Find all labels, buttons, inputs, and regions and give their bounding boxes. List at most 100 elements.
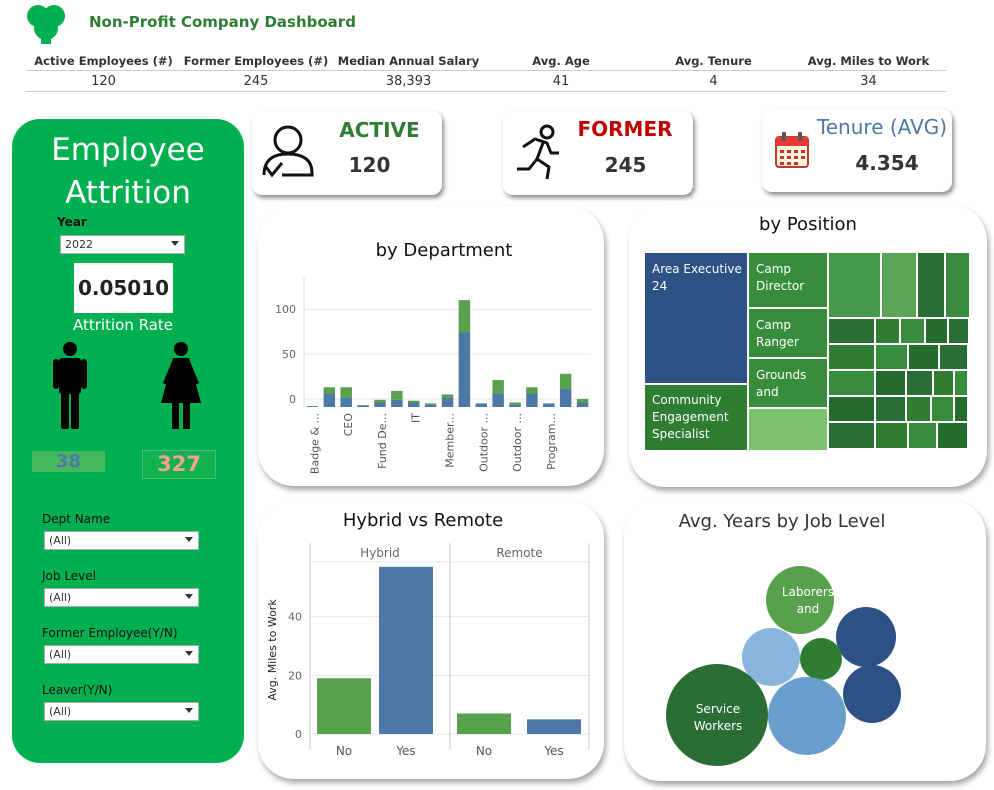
treemap-tile[interactable] xyxy=(829,345,874,369)
bar xyxy=(379,566,433,734)
bar xyxy=(407,402,420,407)
hybrid-remote-chart: 0 20 40 Hybrid Remote No Yes No Yes Avg. Miles to… xyxy=(266,543,590,758)
person-check-icon xyxy=(260,123,316,185)
treemap-tile[interactable] xyxy=(907,397,930,421)
male-count: 38 xyxy=(32,451,105,472)
bar xyxy=(492,393,504,407)
treemap-label-grounds: Grounds and xyxy=(756,368,807,399)
former-card: FORMER 245 xyxy=(503,111,693,195)
treemap-tile[interactable] xyxy=(909,423,936,448)
treemap-tile[interactable] xyxy=(946,253,969,317)
position-title: by Position xyxy=(759,214,857,235)
bar xyxy=(441,394,454,399)
bar xyxy=(526,393,538,407)
treemap-tile[interactable] xyxy=(955,397,967,421)
treemap-tile[interactable] xyxy=(829,319,874,343)
bar xyxy=(543,403,555,407)
kpi-value: 41 xyxy=(552,74,570,89)
kpi-header: Active Employees (#) xyxy=(34,54,173,68)
bar xyxy=(407,400,420,403)
female-count: 327 xyxy=(142,450,216,479)
y-tick-label: 0 xyxy=(289,393,296,406)
treemap-tile[interactable] xyxy=(955,371,967,395)
bar xyxy=(317,678,371,734)
filter-label: Job Level xyxy=(42,569,96,583)
treemap-tile[interactable] xyxy=(940,345,967,369)
bubble xyxy=(768,677,846,755)
y-tick-label: 100 xyxy=(275,303,296,316)
bubble xyxy=(800,638,842,680)
treemap-label-camp-director: Camp Director xyxy=(756,262,805,293)
active-value: 120 xyxy=(348,153,391,177)
treemap-tile[interactable] xyxy=(882,253,916,317)
bar xyxy=(492,380,504,394)
bar xyxy=(458,300,471,333)
treemap-tile[interactable] xyxy=(876,345,907,369)
treemap-tile[interactable] xyxy=(829,253,880,317)
treemap-tile[interactable] xyxy=(909,345,938,369)
bubble xyxy=(666,664,768,766)
treemap-tile[interactable] xyxy=(876,371,905,395)
filter-label: Former Employee(Y/N) xyxy=(42,626,178,640)
kpi-header: Avg. Age xyxy=(532,54,590,68)
bubble-label: Service xyxy=(696,702,740,716)
treemap-tile[interactable] xyxy=(926,319,947,343)
treemap-tile-camp-ranger[interactable] xyxy=(749,309,827,357)
bar xyxy=(576,398,589,403)
bar xyxy=(576,402,589,407)
year-select[interactable]: 2022 xyxy=(60,235,185,254)
former-employee-select[interactable]: (All) xyxy=(44,645,199,664)
chevron-down-icon xyxy=(185,537,193,542)
panel-header: Hybrid xyxy=(360,546,400,560)
y-axis-label: Avg. Miles to Work xyxy=(266,599,279,701)
treemap-tile-camp-director[interactable] xyxy=(749,253,827,307)
treemap-tile[interactable] xyxy=(749,409,827,450)
treemap-tile[interactable] xyxy=(934,371,953,395)
bar xyxy=(475,403,488,407)
x-tick-label: IT xyxy=(410,413,423,423)
bar xyxy=(391,390,403,400)
y-tick-label: 50 xyxy=(282,348,296,361)
kpi-header: Avg. Miles to Work xyxy=(807,54,930,68)
x-tick-label: Outdoor ... xyxy=(511,413,524,472)
treemap-tile[interactable] xyxy=(829,423,874,448)
leaver-select[interactable]: (All) xyxy=(44,702,199,721)
kpi-table: Active Employees (#) 120 Former Employee… xyxy=(26,50,946,92)
bar xyxy=(340,387,352,399)
bar xyxy=(457,713,511,734)
kpi-value: 34 xyxy=(860,74,877,89)
page-title: Non-Profit Company Dashboard xyxy=(89,13,356,31)
treemap-tile[interactable] xyxy=(932,397,953,421)
bar xyxy=(559,373,572,390)
bar xyxy=(391,399,403,407)
treemap-tile[interactable] xyxy=(876,423,907,448)
bubble xyxy=(766,566,834,634)
treemap-tile-grounds[interactable] xyxy=(749,359,827,407)
x-tick-label: Badge & ... xyxy=(308,413,321,474)
filter-label: Dept Name xyxy=(42,512,111,526)
treemap-tile-community-engagement[interactable] xyxy=(645,385,747,450)
treemap-tile[interactable] xyxy=(829,371,874,395)
treemap-tile[interactable] xyxy=(938,423,967,448)
bar xyxy=(526,387,538,394)
treemap-tile-area-executive[interactable] xyxy=(645,253,747,383)
treemap-tile[interactable] xyxy=(901,319,924,343)
bubble xyxy=(836,607,896,667)
job-level-bubble-chart: Laborers and Service Workers xyxy=(666,566,901,766)
job-level-title: Avg. Years by Job Level xyxy=(678,511,886,532)
dept-name-select[interactable]: (All) xyxy=(44,531,199,550)
x-tick-label: Program... xyxy=(545,413,558,470)
treemap-tile[interactable] xyxy=(918,253,944,317)
logo xyxy=(24,2,68,46)
running-person-icon xyxy=(511,123,567,185)
treemap-tile[interactable] xyxy=(949,319,968,343)
bar xyxy=(374,399,386,403)
treemap-tile[interactable] xyxy=(876,397,905,421)
chevron-down-icon xyxy=(185,708,193,713)
bubble-label: Workers xyxy=(694,719,743,733)
treemap-tile[interactable] xyxy=(907,371,932,395)
attrition-rate-value: 0.05010 xyxy=(77,276,170,300)
job-level-select[interactable]: (All) xyxy=(44,588,199,607)
treemap-tile[interactable] xyxy=(829,397,874,421)
treemap-tile[interactable] xyxy=(876,319,899,343)
